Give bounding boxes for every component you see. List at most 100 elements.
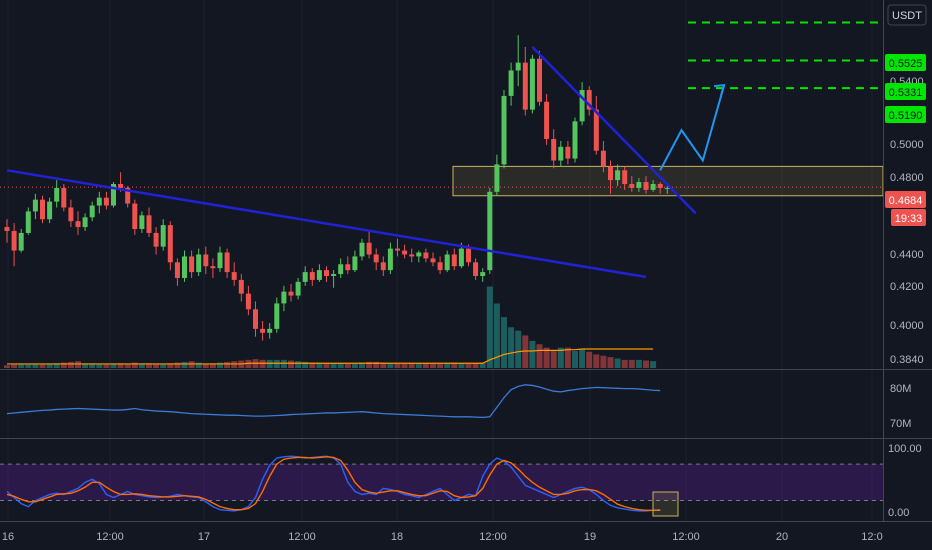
volume-bar (458, 363, 465, 368)
candle-body (75, 221, 81, 228)
time-tick: 12:00 (672, 531, 700, 543)
candle-body (636, 182, 642, 188)
candle-body (423, 252, 429, 259)
candle-body (238, 279, 244, 294)
volume-axis[interactable]: 80M 70M (890, 383, 911, 430)
candle-body (544, 101, 550, 139)
stoch-band (0, 464, 883, 501)
volume-bar (351, 363, 358, 368)
time-tick: 12:00 (288, 531, 316, 543)
candle-body (600, 150, 606, 167)
target-tag-3: 0.5190 (885, 106, 926, 123)
candle-body (189, 256, 195, 273)
volume-bar (18, 363, 25, 368)
volume-bar (202, 363, 209, 368)
volume-bar (493, 303, 500, 368)
candle-body (302, 272, 308, 282)
candle-body (132, 203, 138, 230)
volume-bar (479, 362, 486, 368)
volume-indicator-line (6, 384, 661, 419)
candle-body (657, 184, 663, 188)
currency-button[interactable]: USDT (887, 4, 927, 26)
volume-bar (437, 363, 444, 368)
stochastic-oscillator (0, 455, 883, 517)
candle-body (288, 291, 294, 296)
volume-bar (401, 363, 408, 368)
candle-body (231, 272, 237, 280)
candle-body (345, 264, 351, 271)
volume-bar (529, 340, 536, 368)
candle-body (125, 187, 131, 204)
candle-body (508, 70, 514, 96)
volume-bar (273, 359, 280, 368)
volume-bar (415, 363, 422, 368)
candle-body (25, 211, 31, 233)
time-tick: 16 (2, 531, 14, 543)
candle-body (47, 201, 53, 220)
volume-bar (536, 344, 543, 368)
volume-bar (522, 335, 529, 368)
volume-bar (557, 347, 564, 368)
volume-bar (160, 363, 167, 368)
volume-bar (53, 363, 60, 368)
candle-body (267, 328, 273, 333)
candle-body (466, 248, 471, 263)
stoch-axis[interactable]: 100.00 0.00 (888, 443, 922, 519)
volume-bar (501, 317, 507, 368)
stoch-tick: 0.00 (888, 507, 909, 519)
volume-bar (430, 363, 436, 368)
volume-bar (465, 363, 472, 368)
candle-body (89, 205, 95, 218)
candle-body (174, 262, 180, 278)
support-zone-box (452, 165, 884, 197)
volume-bar (174, 362, 181, 368)
time-tick: 12:0 (861, 531, 882, 543)
candle-body (146, 215, 152, 233)
candle-body (309, 272, 315, 280)
volume-bar (103, 364, 110, 368)
candle-body (274, 303, 280, 329)
candle-body (430, 258, 436, 263)
candle-body (11, 230, 17, 251)
volume-bar (224, 361, 231, 368)
volume-bar (146, 363, 152, 368)
volume-bar (302, 361, 309, 368)
candle-body (217, 252, 223, 269)
time-tick: 20 (776, 531, 788, 543)
volume-bar (472, 363, 479, 368)
volume-bar (131, 362, 138, 368)
volume-bar (543, 347, 550, 368)
volume-bar (209, 363, 216, 368)
volume-bar (181, 361, 188, 368)
candle-body (316, 270, 322, 280)
volume-bar (508, 327, 515, 368)
time-tick: 12:00 (479, 531, 507, 543)
candle-body (331, 274, 337, 276)
candle-body (650, 184, 656, 190)
stoch-highlight-box (652, 491, 679, 517)
volume-bar (266, 359, 273, 368)
volume-bar (25, 364, 32, 368)
candle-body (260, 328, 266, 333)
candle-body (245, 293, 251, 310)
volume-bar (486, 286, 493, 368)
volume-bar (11, 364, 18, 368)
candle-body (565, 146, 571, 159)
candle-body (487, 191, 493, 271)
volume-bar (4, 365, 10, 368)
candle-body (338, 264, 344, 275)
volume-bar (600, 355, 607, 368)
volume-bar (422, 363, 429, 368)
candle-body (160, 225, 166, 247)
candle-body (593, 109, 599, 151)
candlesticks (4, 35, 670, 341)
candle-body (224, 252, 230, 273)
candle-body (579, 90, 585, 122)
volume-bar (245, 359, 252, 368)
volume-bar (607, 357, 614, 368)
candle-body (54, 187, 60, 202)
time-axis[interactable]: 16 12:00 17 12:00 18 12:00 19 12:00 20 1… (2, 531, 883, 543)
currency-label: USDT (892, 10, 922, 22)
